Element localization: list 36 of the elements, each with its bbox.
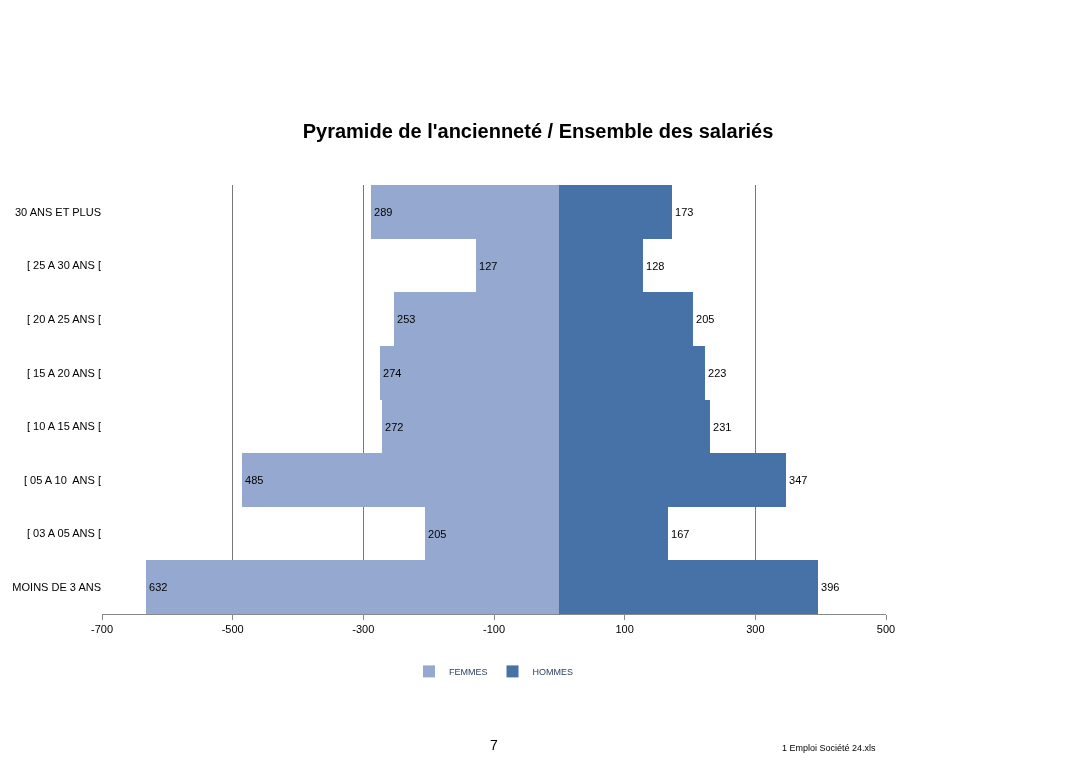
data-label: 205 — [428, 527, 447, 540]
data-label: 396 — [821, 581, 840, 593]
data-label: 128 — [646, 259, 665, 272]
x-tick-label: 100 — [615, 623, 634, 636]
x-tick-label: 300 — [746, 623, 765, 636]
y-tick-label: MOINS DE 3 ANS — [12, 581, 101, 594]
legend-label: FEMMES — [449, 666, 488, 677]
y-tick-label: [ 20 A 25 ANS [ — [27, 312, 101, 325]
data-label: 289 — [374, 206, 393, 218]
data-label: 127 — [479, 259, 498, 272]
y-tick-label: [ 25 A 30 ANS [ — [27, 259, 101, 272]
data-label: 485 — [245, 474, 264, 486]
x-tick-label: 500 — [876, 623, 896, 636]
x-tick-label: -100 — [482, 623, 506, 636]
y-tick-label: [ 15 A 20 ANS [ — [27, 366, 101, 379]
data-label: 347 — [789, 474, 808, 486]
y-tick-label: [ 03 A 05 ANS [ — [27, 527, 101, 540]
y-tick-label: [ 05 A 10 ANS [ — [23, 473, 101, 486]
x-tick-label: -500 — [221, 623, 244, 636]
x-tick-label: -700 — [90, 623, 114, 636]
text: 1 Emploi Société 24.xls — [782, 743, 877, 753]
data-label: 272 — [385, 420, 404, 433]
data-label: 223 — [708, 367, 727, 379]
data-label: 632 — [149, 581, 168, 593]
y-tick-label: [ 10 A 15 ANS [ — [27, 420, 101, 433]
y-tick-label: 30 ANS ET PLUS — [14, 205, 101, 218]
data-label: 231 — [713, 420, 732, 433]
chart-title: Pyramide de l'ancienneté / Ensemble des salariés — [302, 119, 774, 142]
data-label: 274 — [383, 367, 402, 379]
legend-label: HOMMES — [532, 666, 574, 677]
text: 7 — [490, 737, 498, 753]
x-tick-label: -300 — [352, 623, 375, 636]
data-label: 205 — [696, 313, 715, 325]
data-label: 253 — [397, 313, 416, 325]
data-label: 167 — [671, 527, 690, 540]
data-label: 173 — [675, 206, 694, 218]
